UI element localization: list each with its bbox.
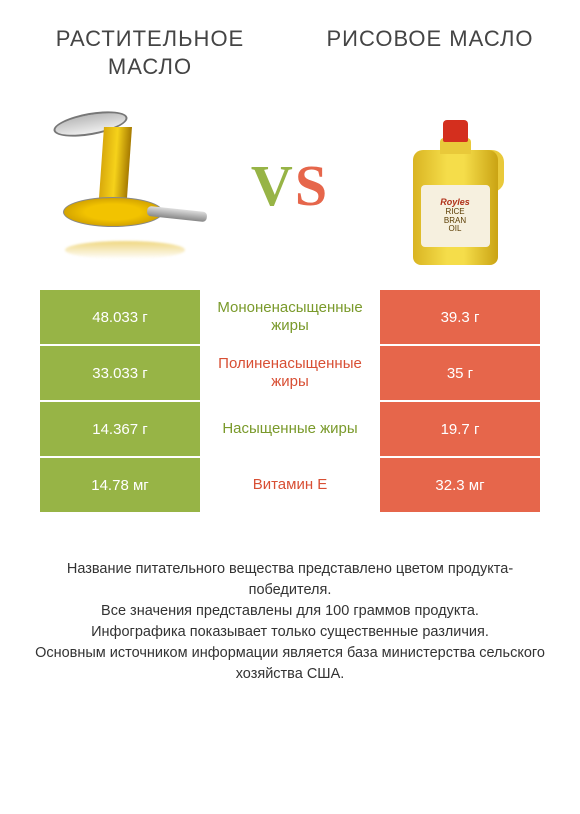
cell-nutrient-label: Мононенасыщенные жиры <box>200 290 380 344</box>
table-row: 14.78 мгВитамин E32.3 мг <box>40 458 540 512</box>
cell-nutrient-label: Полиненасыщенные жиры <box>200 346 380 400</box>
cell-right-value: 19.7 г <box>380 402 540 456</box>
vs-s: S <box>295 153 329 218</box>
cell-left-value: 14.78 мг <box>40 458 200 512</box>
cell-right-value: 35 г <box>380 346 540 400</box>
table-row: 48.033 гМононенасыщенные жиры39.3 г <box>40 290 540 344</box>
bottle-icon: Royles RICE BRAN OIL <box>413 120 498 265</box>
cell-nutrient-label: Витамин E <box>200 458 380 512</box>
comparison-table: 48.033 гМононенасыщенные жиры39.3 г33.03… <box>0 290 580 512</box>
footnote-line: Все значения представлены для 100 граммо… <box>35 601 545 622</box>
footnote-line: Основным источником информации является … <box>35 643 545 685</box>
cell-left-value: 33.033 г <box>40 346 200 400</box>
product-image-right: Royles RICE BRAN OIL <box>375 105 535 265</box>
header-row: РАСТИТЕЛЬНОЕ МАСЛО РИСОВОЕ МАСЛО <box>0 0 580 90</box>
vs-v: V <box>251 153 295 218</box>
table-row: 14.367 гНасыщенные жиры19.7 г <box>40 402 540 456</box>
footnote-line: Инфографика показывает только существенн… <box>35 622 545 643</box>
cell-right-value: 39.3 г <box>380 290 540 344</box>
cell-nutrient-label: Насыщенные жиры <box>200 402 380 456</box>
oil-pour-icon <box>45 105 205 265</box>
cell-left-value: 48.033 г <box>40 290 200 344</box>
images-row: VS Royles RICE BRAN OIL <box>0 90 580 290</box>
vs-label: VS <box>251 152 329 219</box>
table-row: 33.033 гПолиненасыщенные жиры35 г <box>40 346 540 400</box>
title-left: РАСТИТЕЛЬНОЕ МАСЛО <box>40 25 260 80</box>
cell-left-value: 14.367 г <box>40 402 200 456</box>
footnote-line: Название питательного вещества представл… <box>35 559 545 601</box>
cell-right-value: 32.3 мг <box>380 458 540 512</box>
title-right: РИСОВОЕ МАСЛО <box>320 25 540 80</box>
bottle-label: Royles RICE BRAN OIL <box>421 185 490 247</box>
product-image-left <box>45 105 205 265</box>
footnotes: Название питательного вещества представл… <box>0 514 580 685</box>
